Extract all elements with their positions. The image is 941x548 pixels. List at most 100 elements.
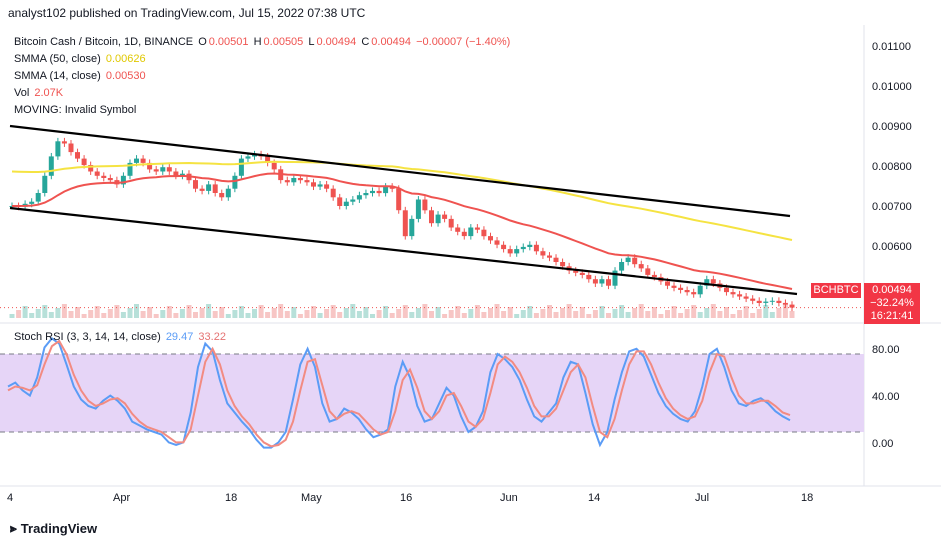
sma50-line	[11, 160, 793, 241]
candle-body	[756, 300, 762, 303]
candle-body	[35, 193, 41, 202]
tradingview-logo-icon: ⫸	[10, 521, 17, 535]
candle-body	[284, 180, 290, 183]
candle-body	[363, 193, 369, 196]
channel-lower-line	[9, 206, 798, 296]
candle-body	[232, 175, 238, 189]
candle-body	[42, 175, 48, 193]
price-tick: 0.01000	[872, 81, 912, 93]
volume-bar	[494, 304, 500, 318]
volume-bar	[579, 307, 585, 318]
volume-bar	[756, 309, 762, 318]
candle-body	[645, 268, 651, 275]
candle-body	[625, 257, 631, 262]
stoch-k-line	[7, 337, 791, 449]
volume-bar	[566, 304, 572, 318]
volume-bar	[632, 308, 638, 318]
volume-bar	[297, 314, 303, 318]
candle-body	[94, 171, 100, 176]
volume-bar	[717, 311, 723, 318]
volume-bar	[55, 308, 61, 318]
volume-bar	[35, 309, 41, 318]
volume-bar	[730, 314, 736, 318]
candle-body	[665, 281, 670, 286]
candle-body	[402, 210, 408, 237]
candle-body	[422, 199, 428, 211]
candle-body	[330, 188, 336, 198]
volume-bar	[442, 314, 448, 318]
volume-bar	[324, 309, 330, 318]
candle-body	[547, 255, 552, 258]
candle-body	[101, 175, 107, 178]
candle-body	[107, 178, 113, 181]
symbol-name: Bitcoin Cash / Bitcoin, 1D, BINANCE	[14, 36, 194, 48]
volume-bar	[61, 304, 67, 318]
volume-bar	[763, 305, 769, 318]
candle-body	[769, 300, 775, 302]
volume-bar	[782, 304, 788, 318]
time-tick: 14	[588, 492, 601, 504]
candle-body	[61, 141, 67, 144]
candle-body	[619, 262, 625, 271]
sma50-label: SMMA (50, close)	[14, 53, 101, 65]
candle-body	[461, 231, 467, 237]
time-tick: 4	[7, 492, 14, 504]
volume-bar	[671, 306, 677, 318]
volume-bar	[350, 304, 356, 318]
volume-bar	[147, 307, 153, 318]
candle-body	[527, 244, 533, 247]
price-tick: 0.00700	[872, 201, 912, 213]
volume-bar	[212, 311, 218, 318]
footer-brand: TradingView	[20, 521, 98, 536]
candle-body	[514, 249, 520, 254]
volume-bar	[81, 314, 87, 318]
candle-body	[212, 184, 218, 193]
volume-bar	[173, 313, 179, 318]
stoch-k-value: 29.47	[165, 331, 194, 343]
candle-body	[160, 167, 166, 172]
candle-body	[238, 158, 244, 176]
candle-body	[691, 292, 697, 295]
volume-bar	[153, 314, 159, 318]
volume-bar	[337, 312, 343, 318]
volume-bar	[9, 314, 15, 318]
volume-bar	[396, 309, 402, 318]
candle-body	[376, 190, 382, 194]
candle-body	[409, 218, 415, 237]
tradingview-footer[interactable]: ⫸ TradingView	[10, 521, 97, 536]
volume-bar	[258, 305, 264, 318]
volume-bar	[88, 310, 94, 318]
volume-bar	[48, 312, 54, 318]
candle-body	[737, 294, 743, 297]
volume-bar	[625, 312, 631, 318]
candle-body	[678, 287, 684, 290]
candle-body	[704, 279, 710, 286]
candle-body	[297, 178, 303, 181]
candle-body	[697, 285, 703, 295]
volume-bar	[704, 308, 710, 318]
volume-bar	[291, 307, 297, 318]
volume-bar	[42, 305, 48, 318]
volume-bar	[75, 307, 80, 318]
volume-bar	[376, 310, 382, 318]
volume-bar	[219, 307, 225, 318]
candle-body	[127, 162, 133, 176]
last-price: 0.00494	[872, 284, 912, 296]
volume-bar	[481, 312, 487, 318]
candle-body	[68, 143, 74, 153]
candle-body	[724, 287, 729, 293]
volume-bar	[284, 311, 290, 318]
candle-body	[291, 178, 297, 183]
time-tick: Apr	[113, 492, 131, 504]
volume-bar	[776, 308, 782, 318]
volume-bar	[547, 305, 552, 318]
candle-body	[370, 190, 375, 194]
open-label: O	[198, 36, 207, 48]
volume-bar	[448, 310, 454, 318]
volume-bar	[737, 310, 743, 318]
volume-bar	[389, 313, 395, 318]
volume-bar	[501, 311, 507, 318]
volume-bar	[225, 314, 231, 318]
price-tick: 0.00800	[872, 161, 912, 173]
